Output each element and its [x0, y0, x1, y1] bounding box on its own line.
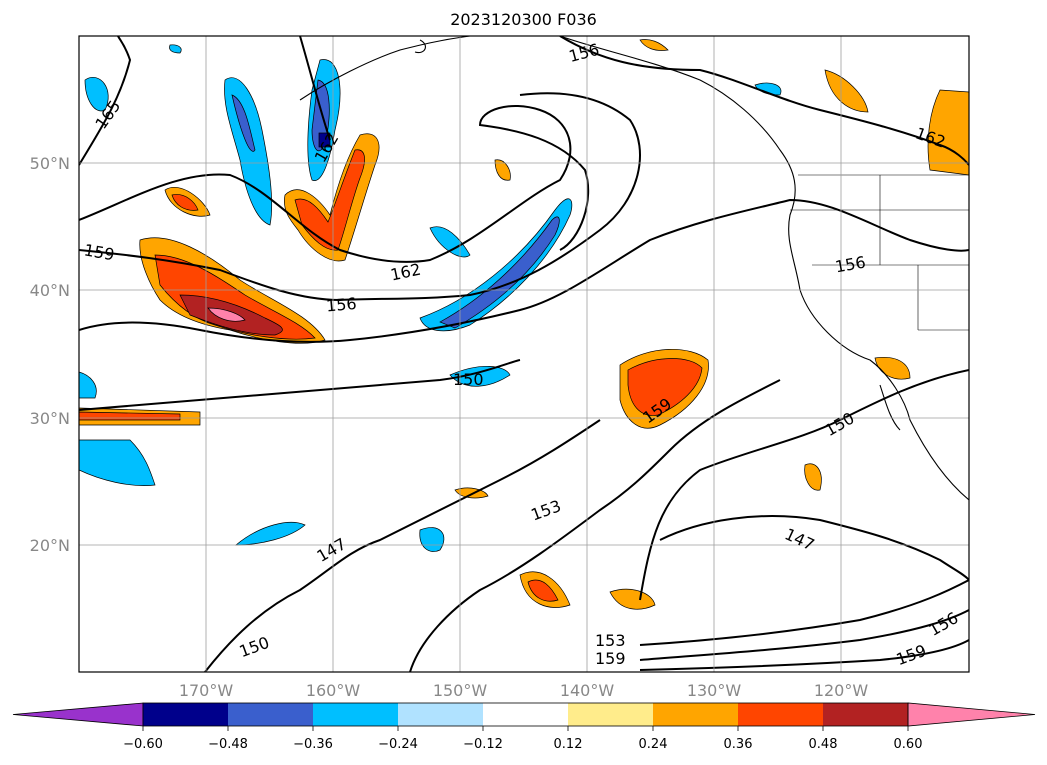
colorbar-tick-label: 0.36: [724, 737, 753, 752]
lat-labels: 20°N 30°N 40°N 50°N: [30, 154, 70, 555]
colorbar-extend-low: [12, 702, 144, 727]
colorbar-segment: [398, 703, 483, 726]
lat-label: 50°N: [30, 154, 70, 173]
lon-label: 120°W: [814, 681, 869, 700]
lon-label: 130°W: [687, 681, 742, 700]
colorbar-tick-label: −0.36: [293, 737, 333, 752]
colorbar-segment: [738, 703, 823, 726]
colorbar-segment: [313, 703, 398, 726]
colorbar: −0.60 −0.48 −0.36 −0.24 −0.12 0.12 0.24 0.36 0.4…: [12, 702, 1036, 752]
contour-label: 150: [453, 370, 484, 389]
borders: [790, 174, 969, 331]
lon-label: 150°W: [433, 681, 488, 700]
lat-label: 40°N: [30, 281, 70, 300]
contour-label: 159: [595, 649, 626, 668]
colorbar-segment: [823, 703, 908, 726]
colorbar-tick-label: −0.48: [208, 737, 248, 752]
colorbar-segment: [653, 703, 738, 726]
colorbar-tick-label: −0.60: [123, 737, 163, 752]
colorbar-segment: [568, 703, 653, 726]
lat-label: 30°N: [30, 409, 70, 428]
lon-label: 160°W: [306, 681, 361, 700]
colorbar-tick-label: −0.12: [463, 737, 503, 752]
colorbar-outline: [142, 702, 909, 727]
colorbar-tick-label: 0.48: [809, 737, 838, 752]
colorbar-tick-label: −0.24: [378, 737, 418, 752]
gridlines: [79, 36, 969, 672]
map-title: 2023120300 F036: [450, 10, 597, 29]
lat-label: 20°N: [30, 536, 70, 555]
contour-lines: [79, 36, 969, 672]
colorbar-segment: [228, 703, 313, 726]
contour-label: 153: [595, 631, 626, 650]
map-area: [79, 36, 969, 672]
coastlines: [299, 36, 969, 501]
contour-label: 156: [325, 294, 357, 316]
colorbar-tick-label: 0.24: [639, 737, 668, 752]
map-frame: [78, 35, 970, 673]
lon-labels: 170°W 160°W 150°W 140°W 130°W 120°W: [179, 681, 869, 700]
colorbar-segment: [483, 703, 568, 726]
colorbar-tick-label: 0.12: [554, 737, 583, 752]
lon-label: 170°W: [179, 681, 234, 700]
colorbar-extend-high: [907, 702, 1036, 727]
lon-label: 140°W: [560, 681, 615, 700]
colorbar-tick-label: 0.60: [894, 737, 923, 752]
colorbar-segment: [143, 703, 228, 726]
